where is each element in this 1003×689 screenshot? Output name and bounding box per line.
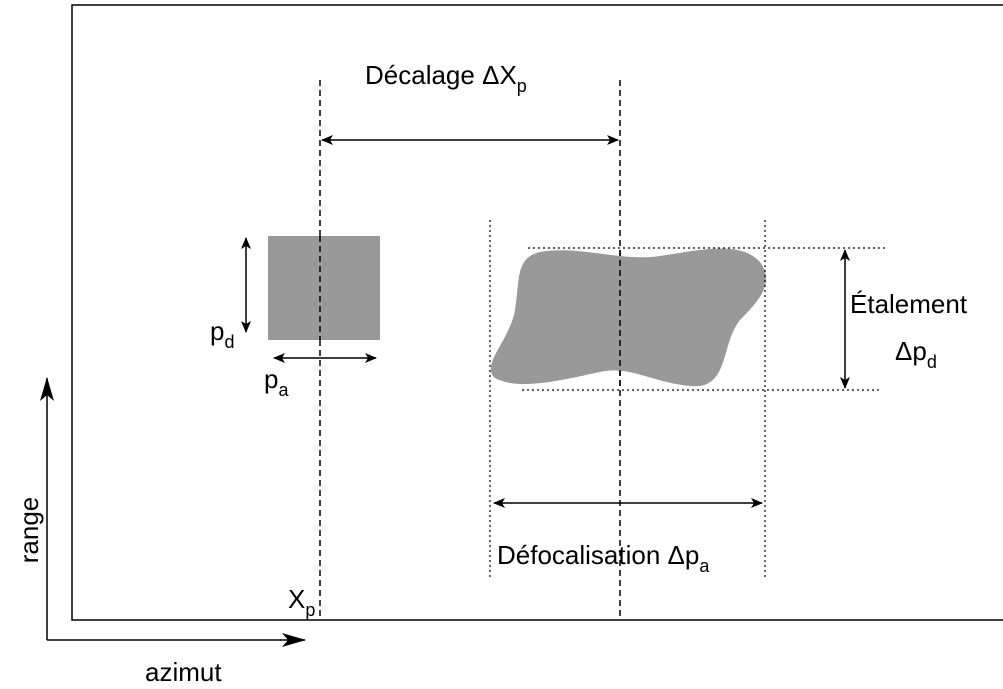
- shift-label: Décalage ΔXp: [365, 60, 527, 96]
- pa-label: pa: [264, 364, 289, 400]
- spread-label-2: Δpd: [895, 336, 937, 372]
- blob: [490, 248, 767, 387]
- azimut-label: azimut: [145, 657, 222, 687]
- pixel: [268, 236, 380, 340]
- spread-label: Étalement: [850, 289, 968, 319]
- defocus-label: Défocalisation Δpa: [497, 540, 710, 576]
- pd-label: pd: [210, 316, 234, 352]
- xp-label: Xp: [288, 584, 315, 620]
- range-label: range: [14, 497, 44, 564]
- dotted-guides: [489, 220, 885, 580]
- frame: [71, 4, 1003, 621]
